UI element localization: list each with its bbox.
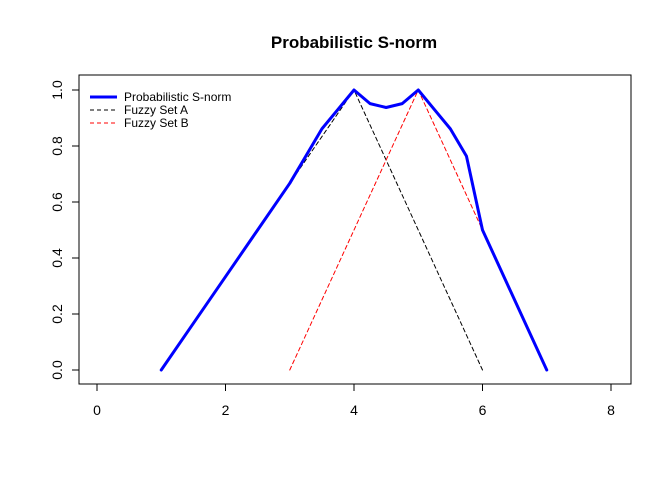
series-line-probabilistic-s-norm [159, 88, 549, 372]
x-axis: 0 2 4 6 8 [93, 383, 615, 418]
y-tick-label: 0.6 [49, 192, 65, 212]
x-tick-label: 4 [350, 402, 358, 418]
y-tick-label: 1.0 [49, 80, 65, 100]
legend-label: Fuzzy Set A [124, 103, 188, 117]
y-tick-label: 0.0 [49, 360, 65, 380]
y-axis: 0.0 0.2 0.4 0.6 0.8 1.0 [49, 80, 80, 380]
y-tick-label: 0.2 [49, 304, 65, 324]
x-tick-label: 0 [93, 402, 101, 418]
legend-label: Fuzzy Set B [124, 116, 189, 130]
series-line-fuzzy-set-a [160, 89, 483, 371]
x-tick-label: 8 [607, 402, 615, 418]
series-layer [159, 88, 549, 372]
legend-label: Probabilistic S-norm [124, 90, 231, 104]
y-tick-label: 0.8 [49, 136, 65, 156]
y-tick-label: 0.4 [49, 248, 65, 268]
x-tick-label: 6 [479, 402, 487, 418]
x-tick-label: 2 [222, 402, 230, 418]
chart-title: Probabilistic S-norm [271, 33, 437, 52]
